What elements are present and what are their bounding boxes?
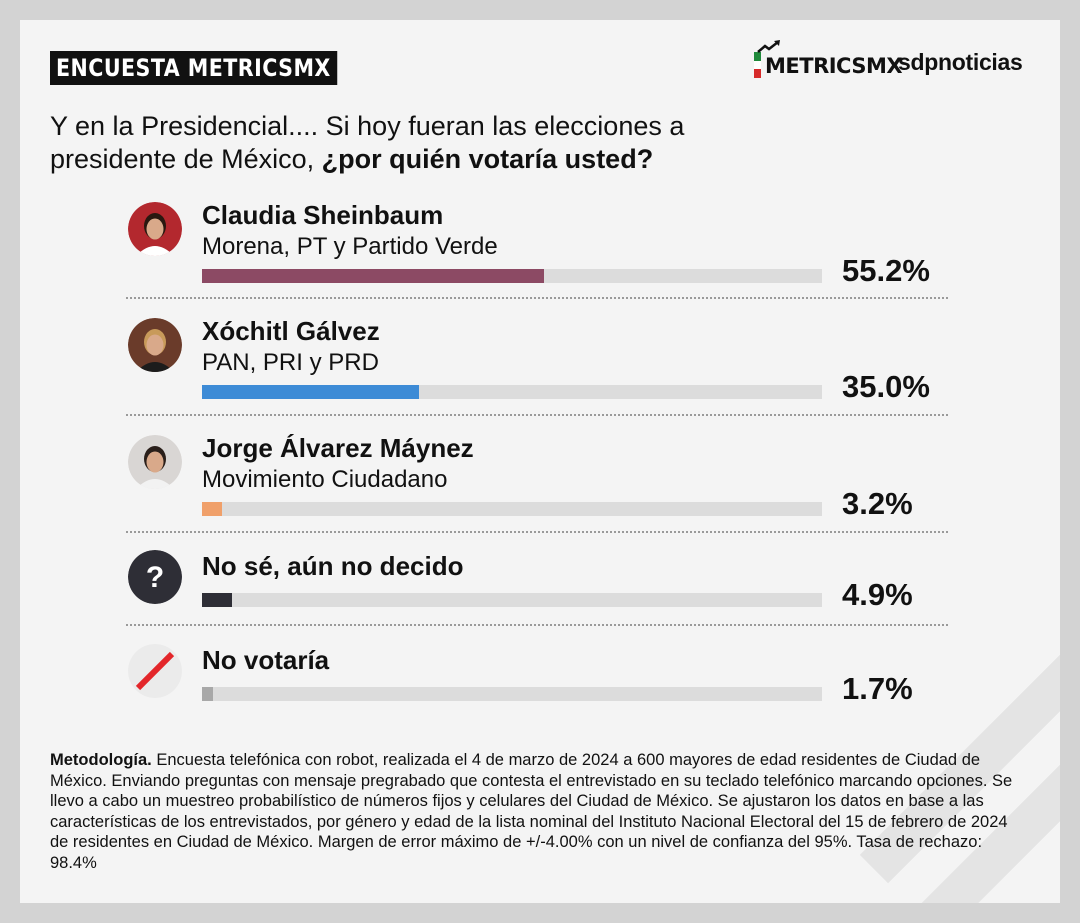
- value-label: 55.2%: [842, 253, 930, 288]
- value-label: 1.7%: [842, 671, 913, 706]
- bar: [202, 269, 545, 283]
- row-separator: [126, 624, 948, 626]
- methodology-note: Metodología. Encuesta telefónica con rob…: [50, 750, 1030, 873]
- bar-track: [202, 593, 822, 607]
- question-icon: ?: [128, 550, 182, 604]
- option-party: PAN, PRI y PRD: [202, 349, 379, 376]
- methodology-text: Encuesta telefónica con robot, realizada…: [50, 751, 1013, 872]
- xochitl-galvez-avatar: [128, 318, 182, 372]
- bar-track: [202, 502, 822, 516]
- option-name: No sé, aún no decido: [202, 551, 464, 581]
- trend-arrow-icon: [757, 40, 780, 53]
- question-emphasis: ¿por quién votaría usted?: [321, 144, 654, 174]
- option-party: Movimiento Ciudadano: [202, 466, 448, 493]
- claudia-sheinbaum-avatar: [128, 202, 182, 256]
- poll-tag: ENCUESTA METRICSMX: [50, 51, 337, 85]
- bar-track: [202, 687, 822, 701]
- sdpnoticias-logo: sdpnoticias: [898, 49, 1023, 75]
- option-name: Claudia Sheinbaum: [202, 200, 444, 230]
- metricsmx-logo-text: METRICSMX: [765, 54, 903, 78]
- bar: [202, 593, 233, 607]
- svg-text:?: ?: [146, 561, 164, 594]
- bar: [202, 687, 213, 701]
- option-name: Xóchitl Gálvez: [202, 316, 380, 346]
- bar: [202, 502, 222, 516]
- bar-track: [202, 385, 822, 399]
- value-label: 4.9%: [842, 577, 913, 612]
- jorge-alvarez-maynez-avatar: [128, 435, 182, 489]
- poll-card: ENCUESTA METRICSMX METRICSMX sdpnoticias…: [20, 20, 1060, 903]
- option-name: No votaría: [202, 645, 330, 675]
- row-separator: [126, 531, 948, 533]
- poll-question: Y en la Presidencial.... Si hoy fueran l…: [50, 110, 750, 176]
- mexico-flag-icon: [754, 52, 761, 79]
- option-name: Jorge Álvarez Máynez: [202, 433, 474, 463]
- bar: [202, 385, 419, 399]
- value-label: 35.0%: [842, 369, 930, 404]
- value-label: 3.2%: [842, 486, 913, 521]
- option-party: Morena, PT y Partido Verde: [202, 233, 498, 260]
- metricsmx-logo: METRICSMX: [754, 40, 903, 79]
- question-text: Y en la Presidencial.... Si hoy fueran l…: [50, 111, 685, 174]
- bar-track: [202, 269, 822, 283]
- slash-icon: [128, 644, 182, 698]
- row-separator: [126, 297, 948, 299]
- methodology-label: Metodología.: [50, 751, 152, 769]
- row-separator: [126, 414, 948, 416]
